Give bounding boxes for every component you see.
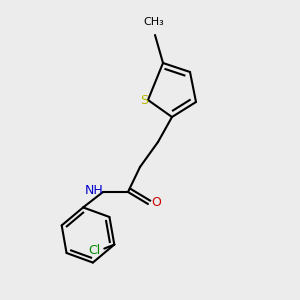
Text: NH: NH — [84, 184, 103, 197]
Text: CH₃: CH₃ — [144, 17, 164, 27]
Text: S: S — [140, 94, 148, 106]
Text: Cl: Cl — [88, 244, 100, 257]
Text: O: O — [151, 196, 161, 209]
